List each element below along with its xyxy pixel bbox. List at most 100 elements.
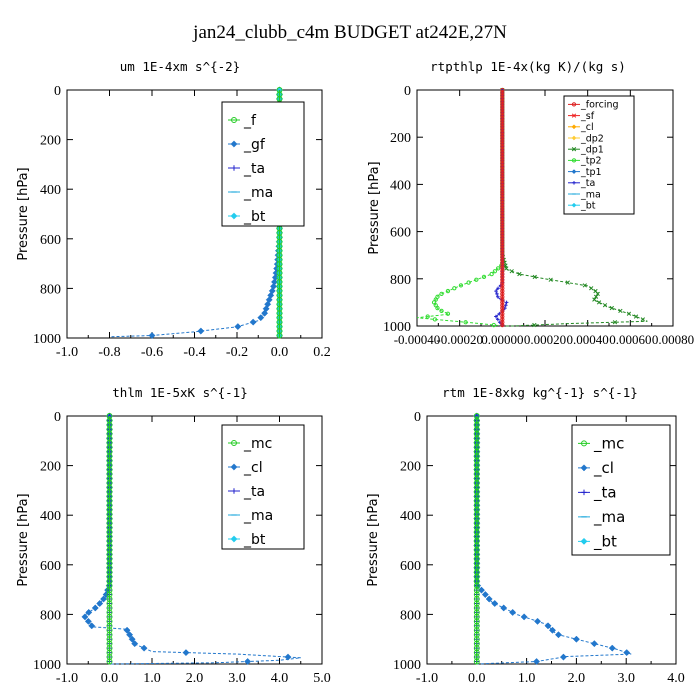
x-tick-label: 0.00000 (481, 332, 523, 347)
y-axis-label: Pressure [hPa] (16, 167, 31, 260)
data-point (590, 640, 598, 648)
data-point (596, 300, 602, 305)
y-tick-label: 800 (40, 282, 61, 297)
legend-label: _sf (580, 111, 595, 122)
series-mc (106, 413, 113, 665)
legend-label: _ma (593, 508, 625, 527)
data-point (102, 591, 110, 599)
data-point (548, 277, 553, 282)
x-tick-label: 0.00040 (567, 332, 609, 347)
data-point (618, 308, 623, 314)
y-tick-label: 0 (54, 84, 61, 99)
data-point (466, 280, 471, 285)
data-point (230, 535, 238, 543)
data-point (633, 314, 639, 319)
x-tick-label: 4.0 (271, 671, 289, 686)
data-point (504, 300, 509, 305)
y-tick-label: 400 (400, 509, 421, 524)
data-point (91, 604, 99, 612)
data-point (439, 291, 444, 297)
data-point (495, 294, 500, 299)
data-point (84, 617, 92, 625)
legend-box (221, 101, 305, 227)
legend-label: _cl (243, 460, 263, 476)
legend-label: _ma (580, 189, 601, 200)
data-point (234, 323, 242, 331)
data-point (106, 658, 113, 665)
data-point (485, 595, 493, 603)
data-point (439, 308, 444, 314)
data-point (544, 622, 552, 630)
data-point (496, 317, 500, 322)
y-tick-label: 600 (40, 559, 61, 574)
data-point (565, 280, 570, 285)
y-tick-label: 200 (400, 460, 421, 475)
legend-label: _bt (243, 532, 266, 548)
legend-label: _ta (243, 161, 265, 177)
legend-label: _ta (243, 484, 265, 500)
panel-title: um 1E-4xm s^{-2} (120, 59, 240, 74)
x-tick-label: 0.0 (271, 345, 289, 360)
series-tp2 (416, 87, 505, 328)
data-point (500, 322, 505, 328)
data-point (231, 488, 237, 494)
data-point (609, 305, 614, 311)
legend-label: _ma (243, 508, 273, 524)
y-tick-label: 400 (40, 509, 61, 524)
legend: _mc _cl _ta _ma _bt (571, 424, 671, 556)
y-axis-label: Pressure [hPa] (16, 493, 31, 586)
data-point (492, 269, 498, 274)
x-tick-label: 0.00060 (609, 332, 651, 347)
x-tick-label: -1.0 (56, 345, 78, 360)
data-point (257, 314, 265, 322)
data-point (148, 332, 156, 340)
y-tick-label: 600 (400, 559, 421, 574)
data-point (640, 317, 646, 322)
data-point (500, 604, 508, 612)
data-point (481, 274, 487, 280)
data-point (602, 303, 608, 308)
data-point (452, 286, 457, 291)
x-tick-label: 2.0 (568, 671, 586, 686)
panels: um 1E-4xm s^{-2} Pressure [hPa] -1.0 -0.8 -0… (16, 59, 694, 686)
series-line (501, 90, 648, 327)
panel-1: um 1E-4xm s^{-2} Pressure [hPa] -1.0 -0.8 -0… (16, 59, 331, 360)
data-point (509, 269, 514, 274)
x-tick-label: 4.0 (667, 671, 685, 686)
data-point (495, 292, 499, 296)
legend-label: _cl (593, 459, 614, 478)
x-tick-label: 3.0 (617, 671, 635, 686)
legend: _forcing_sf_cl_dp2_dp1_tp2_tp1_ta_ma_bt (563, 95, 635, 215)
y-tick-label: 1000 (383, 320, 411, 335)
data-point (548, 626, 556, 634)
data-point (623, 649, 631, 657)
legend-label: _gf (243, 137, 266, 153)
x-tick-label: -0.00020 (436, 332, 483, 347)
data-point (595, 291, 600, 297)
data-point (81, 613, 89, 621)
x-tick-label: 0.2 (313, 345, 331, 360)
data-point (533, 658, 541, 666)
y-tick-label: 400 (390, 178, 411, 193)
legend-label: _f (243, 113, 257, 129)
data-point (532, 274, 537, 280)
legend-label: _bt (243, 209, 266, 225)
data-point (458, 283, 464, 288)
legend-label: _tp2 (580, 156, 602, 167)
series-line (416, 90, 503, 327)
data-point (126, 631, 134, 639)
data-point (581, 489, 587, 496)
legend-label: _bt (593, 533, 617, 552)
data-point (494, 314, 498, 319)
data-point (230, 212, 238, 220)
data-point (445, 311, 451, 316)
x-tick-label: -0.4 (183, 345, 205, 360)
panel-title: rtpthlp 1E-4x(kg K)/(kg s) (430, 59, 626, 74)
x-tick-label: 0.0 (468, 671, 486, 686)
panel-2: rtpthlp 1E-4x(kg K)/(kg s) Pressure [hPa]… (367, 59, 694, 347)
y-tick-label: 0 (414, 410, 421, 425)
x-tick-label: -0.8 (98, 345, 120, 360)
y-tick-label: 800 (390, 273, 411, 288)
data-point (489, 271, 494, 277)
data-point (182, 649, 190, 657)
